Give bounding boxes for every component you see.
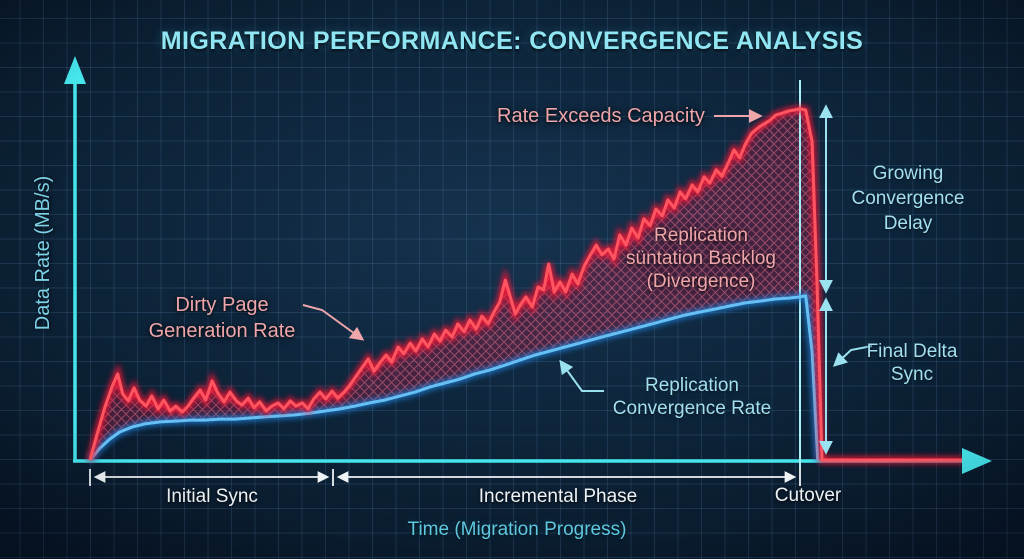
annotation-growing-line1: Growing [872, 163, 944, 184]
annotation-backlog-line1: Replication [654, 225, 748, 246]
x-axis-label: Time (Migration Progress) [407, 519, 627, 540]
annotation-growing-convergence-delay: Growing Convergence Delay [818, 161, 998, 236]
x-axis-arrowhead-icon [962, 448, 992, 474]
salmon-arrows [302, 109, 763, 341]
annotation-final-delta-sync: Final Delta Sync [832, 340, 992, 386]
annotation-replication-backlog: Replication süntation Backlog (Divergenc… [581, 224, 821, 293]
dirty-page-arrow-icon [302, 304, 365, 341]
annotation-dirty-page-line2: Generation Rate [148, 320, 296, 342]
annotation-dirty-page-generation-rate: Dirty Page Generation Rate [112, 292, 332, 344]
y-axis-arrowhead-icon [64, 56, 86, 84]
final-delta-arrow-icon [832, 345, 873, 367]
axes [64, 56, 962, 465]
convergence-rate-arrow-icon [559, 359, 604, 392]
annotation-growing-line3: Delay [883, 213, 933, 234]
phase-label-cutover: Cutover [774, 485, 842, 506]
convergence-rate-line [88, 294, 820, 461]
annotation-final-delta-line1: Final Delta [866, 341, 958, 362]
annotation-backlog-line3: (Divergence) [646, 271, 756, 292]
annotation-growing-line2: Convergence [851, 188, 965, 209]
dirty-page-rate-line [88, 107, 964, 462]
annotation-convergence-line1: Replication [645, 375, 739, 396]
phase-label-initial-sync: Initial Sync [166, 486, 258, 507]
annotation-backlog-line2: süntation Backlog [626, 248, 776, 269]
annotation-final-delta-line2: Sync [890, 364, 934, 385]
annotation-dirty-page-line1: Dirty Page [175, 294, 269, 316]
cyan-arrows [559, 104, 873, 455]
phase-dimension-arrows [89, 467, 801, 486]
y-axis-label: Data Rate (MB/s) [32, 175, 54, 331]
annotation-replication-convergence-rate: Replication Convergence Rate [572, 374, 812, 420]
annotation-rate-exceeds-capacity: Rate Exceeds Capacity [497, 105, 705, 127]
annotation-convergence-line2: Convergence Rate [612, 398, 772, 419]
chart-title: MIGRATION PERFORMANCE: CONVERGENCE ANALY… [160, 27, 864, 55]
phase-label-incremental-phase: Incremental Phase [478, 486, 638, 507]
